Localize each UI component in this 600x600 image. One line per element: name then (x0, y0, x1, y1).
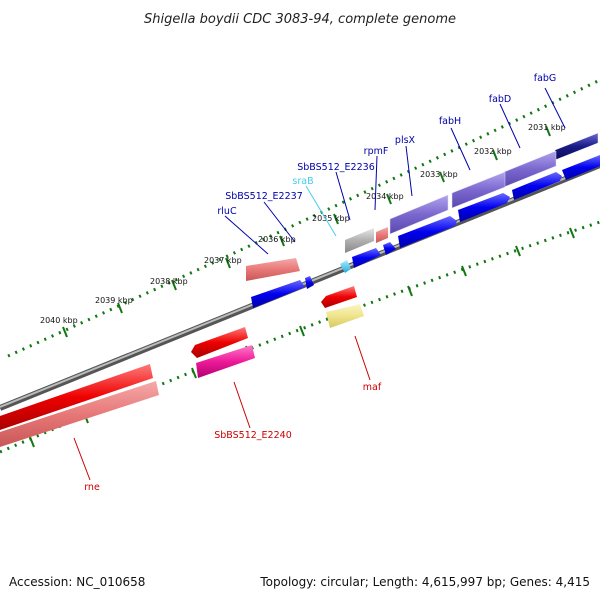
gene-label-plsX[interactable]: plsX (395, 135, 416, 146)
kbp-label: 2037 kbp (204, 256, 242, 265)
forward-cds-track (246, 132, 599, 281)
gene-arrow-fabD[interactable] (512, 172, 562, 200)
gene-label-maf[interactable]: maf (363, 382, 382, 393)
kbp-labels: 2031 kbp 2032 kbp 2033 kbp 2034 kbp 2035… (40, 123, 566, 325)
cds-block-fabG[interactable] (554, 132, 599, 161)
inner-tick-track (0, 220, 600, 454)
gene-label-fabG[interactable]: fabG (534, 73, 557, 84)
reverse-cds-track (0, 304, 364, 447)
gene-arrow-fabG[interactable] (562, 155, 600, 180)
gene-label-SbBS512_E2236[interactable]: SbBS512_E2236 (297, 162, 375, 173)
cds-block-rne[interactable] (0, 381, 159, 447)
kbp-label: 2031 kbp (528, 123, 566, 132)
gene-label-rne[interactable]: rne (84, 482, 100, 493)
cds-block-plsX[interactable] (389, 194, 449, 235)
gene-arrow-rne[interactable] (0, 364, 153, 430)
topology-text: Topology: circular; Length: 4,615,997 bp… (259, 575, 590, 589)
gene-label-SbBS512_E2240[interactable]: SbBS512_E2240 (214, 430, 292, 441)
cds-block-maf[interactable] (326, 304, 364, 328)
gene-arrow-fabH[interactable] (458, 193, 510, 222)
gene-label-sraB[interactable]: sraB (292, 176, 313, 187)
kbp-label: 2033 kbp (420, 170, 458, 179)
rna-arrow-sraB[interactable] (340, 260, 351, 273)
kbp-label: 2040 kbp (40, 316, 78, 325)
gene-label-rpmF[interactable]: rpmF (364, 146, 389, 157)
accession-text: Accession: NC_010658 (9, 575, 145, 589)
outer-tick-track (7, 78, 600, 358)
reverse-gene-track (0, 286, 357, 430)
kbp-label: 2032 kbp (474, 147, 512, 156)
cds-block-fabH[interactable] (451, 171, 506, 209)
cds-block-SbBS512_E2240[interactable] (196, 345, 255, 378)
kbp-label: 2036 kbp (258, 235, 296, 244)
map-title: Shigella boydii CDC 3083-94, complete ge… (144, 12, 456, 27)
kbp-label: 2038 kbp (150, 277, 188, 286)
gene-label-fabD[interactable]: fabD (489, 94, 512, 105)
gene-arrow-SbBS512_E2236[interactable] (352, 248, 381, 268)
leader-lines (73, 87, 566, 481)
gene-arrow-maf[interactable] (321, 286, 357, 308)
gene-label-SbBS512_E2237[interactable]: SbBS512_E2237 (225, 191, 303, 202)
gene-label-rluC[interactable]: rluC (217, 206, 237, 217)
gene-arrow-rluC[interactable] (305, 276, 314, 289)
kbp-label: 2034 kbp (366, 192, 404, 201)
cds-block-rpmF[interactable] (376, 227, 388, 243)
gene-arrow-SbBS512_E2237[interactable] (251, 280, 305, 308)
cds-block-SbBS512_E2237[interactable] (246, 258, 300, 281)
gene-label-fabH[interactable]: fabH (439, 116, 461, 127)
cds-block-SbBS512_E2236[interactable] (345, 228, 374, 253)
gene-arrow-rpmF[interactable] (383, 242, 396, 255)
gene-arrow-SbBS512_E2240[interactable] (191, 327, 248, 358)
forward-gene-track (251, 155, 600, 308)
kbp-label: 2035 kbp (312, 214, 350, 223)
gene-arrow-plsX[interactable] (398, 216, 457, 248)
kbp-label: 2039 kbp (95, 296, 133, 305)
